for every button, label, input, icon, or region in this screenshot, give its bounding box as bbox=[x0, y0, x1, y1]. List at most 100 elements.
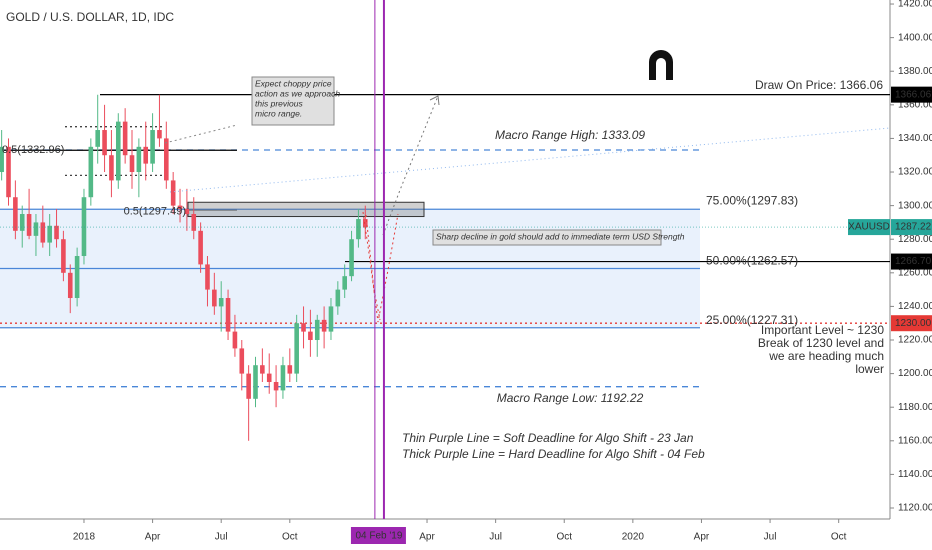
candle-body bbox=[115, 121, 121, 181]
projection-arrow bbox=[164, 124, 238, 144]
candle-body bbox=[335, 289, 341, 307]
x-tick-label: Apr bbox=[419, 532, 435, 543]
candle-body bbox=[328, 306, 334, 332]
candle-body bbox=[122, 121, 128, 156]
callout-text: Sharp decline in gold should add to imme… bbox=[436, 231, 685, 241]
y-tick-label: 1320.00 bbox=[898, 167, 932, 178]
projection-arrow bbox=[382, 95, 439, 236]
chart-title: GOLD / U.S. DOLLAR, 1D, IDC bbox=[6, 10, 174, 24]
y-tick-label: 1280.00 bbox=[898, 234, 932, 245]
price-badge-label: 1287.22 bbox=[895, 222, 932, 233]
level-label: Macro Range Low: 1192.22 bbox=[497, 391, 644, 405]
candle-body bbox=[74, 256, 80, 299]
candle-body bbox=[13, 197, 18, 231]
level-label: Macro Range High: 1333.09 bbox=[495, 128, 645, 142]
micro-range-box bbox=[187, 201, 425, 218]
candle-body bbox=[260, 365, 265, 374]
level-label: Draw On Price: 1366.06 bbox=[755, 78, 883, 92]
candle-body bbox=[170, 180, 176, 206]
price-badge-label: 1366.06 bbox=[895, 89, 932, 100]
y-tick-label: 1180.00 bbox=[898, 402, 932, 413]
candle-body bbox=[321, 319, 327, 332]
candle-body bbox=[191, 214, 197, 231]
y-tick-label: 1360.00 bbox=[898, 99, 932, 110]
candle-body bbox=[150, 130, 155, 164]
candle-body bbox=[314, 319, 320, 341]
candle-body bbox=[177, 205, 183, 209]
candle-body bbox=[301, 323, 306, 332]
red-note: we are heading much bbox=[768, 349, 884, 363]
trend-line bbox=[169, 127, 891, 193]
candle-body bbox=[40, 222, 46, 243]
y-tick-label: 1200.00 bbox=[898, 368, 932, 379]
candle-body bbox=[253, 365, 258, 399]
candle-body bbox=[287, 365, 293, 374]
candle-body bbox=[273, 382, 279, 391]
price-badge bbox=[891, 315, 932, 332]
candle-body bbox=[129, 155, 135, 173]
symbol-badge-label: XAUUSD bbox=[848, 222, 890, 233]
x-tick-label: Apr bbox=[145, 532, 161, 543]
y-tick-label: 1300.00 bbox=[898, 200, 932, 211]
callout-box bbox=[251, 76, 335, 126]
callout-text: micro range. bbox=[255, 108, 302, 118]
red-note: Important Level ~ 1230 bbox=[761, 323, 884, 337]
x-tick-label: Jul bbox=[489, 532, 502, 543]
candle-body bbox=[47, 225, 52, 243]
price-badge bbox=[891, 219, 932, 236]
candle-body bbox=[157, 130, 162, 139]
y-tick-label: 1380.00 bbox=[898, 66, 932, 77]
x-tick-label: Oct bbox=[831, 532, 847, 543]
projection-path bbox=[362, 211, 399, 323]
x-tick-label: 2018 bbox=[73, 532, 96, 543]
y-tick-label: 1140.00 bbox=[898, 469, 932, 480]
symbol-badge bbox=[848, 219, 890, 236]
level-label: 0.5(1332.96) bbox=[2, 144, 64, 156]
deadline-note: Thin Purple Line = Soft Deadline for Alg… bbox=[402, 431, 694, 445]
candle-body bbox=[164, 138, 169, 181]
candle-body bbox=[33, 222, 39, 236]
candle-body bbox=[136, 146, 142, 173]
candle-body bbox=[280, 365, 286, 391]
deadline-note: Thick Purple Line = Hard Deadline for Al… bbox=[402, 447, 705, 461]
y-tick-label: 1160.00 bbox=[898, 435, 932, 446]
candle-body bbox=[362, 219, 368, 228]
candle-body bbox=[212, 289, 217, 307]
candle-body bbox=[205, 264, 210, 290]
level-label: 75.00%(1297.83) bbox=[706, 193, 798, 207]
candle-body bbox=[102, 130, 107, 156]
candle-body bbox=[356, 219, 361, 240]
candle-body bbox=[232, 331, 238, 349]
candle-body bbox=[143, 146, 149, 164]
candle-body bbox=[225, 298, 231, 332]
y-tick-label: 1240.00 bbox=[898, 301, 932, 312]
candle-body bbox=[266, 373, 272, 383]
x-tick-label: Oct bbox=[282, 532, 298, 543]
level-label: 25.00%(1227.31) bbox=[706, 313, 798, 327]
candle-body bbox=[246, 373, 251, 399]
level-label: 0.5(1297.49) bbox=[124, 206, 186, 218]
candle-body bbox=[239, 348, 245, 374]
candle-body bbox=[81, 197, 87, 257]
candle-body bbox=[342, 276, 347, 290]
y-tick-label: 1120.00 bbox=[898, 503, 932, 514]
deadline-badge bbox=[350, 527, 406, 544]
candle-body bbox=[95, 130, 100, 147]
callout-text: Expect choppy price bbox=[255, 78, 332, 88]
candle-body bbox=[0, 146, 4, 173]
candle-body bbox=[109, 155, 114, 181]
price-badge-label: 1266.70 bbox=[895, 256, 932, 267]
price-badge-label: 1230.00 bbox=[895, 318, 932, 329]
price-badge bbox=[891, 86, 932, 103]
magnet-icon bbox=[649, 50, 673, 80]
candle-body bbox=[218, 298, 224, 307]
callout-text: action as we approach bbox=[255, 88, 340, 98]
callout-text: this previous bbox=[255, 98, 303, 108]
candle-body bbox=[294, 323, 299, 374]
x-tick-label: Oct bbox=[556, 532, 572, 543]
price-badge bbox=[891, 253, 932, 270]
candle-body bbox=[26, 214, 32, 236]
red-note: lower bbox=[855, 362, 884, 376]
